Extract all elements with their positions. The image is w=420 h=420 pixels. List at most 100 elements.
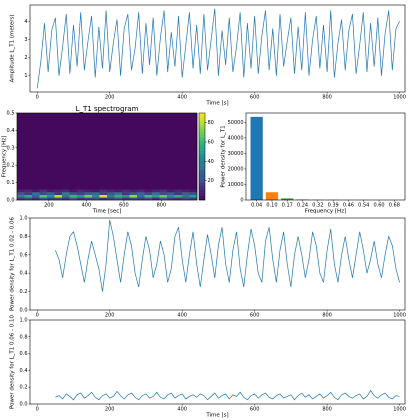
x-tick-label: 400 xyxy=(177,313,187,319)
y-tick-label: 50000 xyxy=(228,120,244,126)
x-tick-label: 600 xyxy=(250,95,260,101)
colorbar-step xyxy=(199,169,205,172)
x-tick-label: 0.04 xyxy=(251,203,262,209)
heat-cell xyxy=(32,192,40,195)
colorbar-step xyxy=(199,182,205,185)
colorbar-step xyxy=(199,146,205,148)
colorbar-step xyxy=(199,126,205,128)
colorbar-step xyxy=(199,131,205,134)
colorbar-step xyxy=(199,127,205,130)
bar xyxy=(281,198,294,200)
heat-cell xyxy=(92,189,100,193)
x-tick-label: 200 xyxy=(44,203,54,209)
heat-cell xyxy=(189,189,198,193)
heat-cell xyxy=(107,113,115,190)
heat-cell xyxy=(174,192,183,195)
heat-cell xyxy=(84,194,93,198)
heat-cell xyxy=(92,197,100,201)
y-tick-label: 30000 xyxy=(228,151,244,157)
x-axis-label: Time [sec] xyxy=(92,209,122,215)
heat-cell xyxy=(69,194,78,198)
x-tick-label: 600 xyxy=(250,407,260,413)
heat-cell xyxy=(114,197,123,201)
x-axis-label: Time [s] xyxy=(205,413,228,419)
heat-cell xyxy=(122,194,130,198)
x-tick-label: 400 xyxy=(177,407,187,413)
heat-cell xyxy=(137,194,145,198)
heat-cell xyxy=(99,113,108,190)
heat-cell xyxy=(47,194,55,198)
heat-cell xyxy=(122,113,130,190)
heat-cell xyxy=(152,192,160,195)
heat-cell xyxy=(144,197,153,201)
heat-cell xyxy=(17,197,25,201)
heat-cell xyxy=(39,113,48,190)
heat-cell xyxy=(54,189,63,193)
heat-cell xyxy=(24,189,33,193)
heat-cell xyxy=(114,194,123,198)
bar xyxy=(265,192,279,200)
heat-cell xyxy=(99,189,108,193)
heat-cell xyxy=(129,189,138,193)
y-tick-label: 2 xyxy=(24,55,27,61)
heat-cell xyxy=(92,192,100,195)
heat-cell xyxy=(84,192,93,195)
y-axis-label: Power density for L_T1 0.06 - 0.10 xyxy=(10,315,16,409)
heat-cell xyxy=(62,113,70,190)
colorbar-step xyxy=(199,124,205,127)
x-tick-label: 400 xyxy=(177,95,187,101)
heat-cell xyxy=(122,192,130,195)
y-tick-label: 0.8 xyxy=(20,234,28,240)
heat-cell xyxy=(189,113,198,190)
x-tick-label: 0 xyxy=(36,407,39,413)
heat-cell xyxy=(69,192,78,195)
heat-cell xyxy=(107,189,115,193)
colorbar-step xyxy=(199,197,205,199)
heat-cell xyxy=(182,197,190,201)
heat-cell xyxy=(17,113,25,190)
colorbar-tick-label: 20 xyxy=(208,178,214,184)
y-tick-label: 1.0 xyxy=(20,216,28,222)
colorbar-step xyxy=(199,128,205,131)
heat-cell xyxy=(32,197,40,201)
heat-cell xyxy=(62,194,70,198)
colorbar-step xyxy=(199,188,205,191)
colorbar-step xyxy=(199,178,205,180)
heat-cell xyxy=(47,197,55,201)
heat-cell xyxy=(144,113,153,190)
heat-cell xyxy=(17,192,25,195)
colorbar-step xyxy=(199,171,205,173)
colorbar-step xyxy=(199,176,205,179)
heat-cell xyxy=(24,197,33,201)
heat-cell xyxy=(17,194,25,198)
heat-cell xyxy=(144,194,153,198)
colorbar-step xyxy=(199,147,205,150)
colorbar-step xyxy=(199,159,205,162)
heat-cell xyxy=(174,194,183,198)
x-tick-label: 200 xyxy=(105,313,115,319)
heat-cell xyxy=(84,189,93,193)
heat-cell xyxy=(129,192,138,195)
x-tick-label: 0 xyxy=(36,95,39,101)
colorbar-step xyxy=(199,117,205,119)
x-tick-label: 0.54 xyxy=(358,203,369,209)
chart-title: L_T1 spectrogram xyxy=(76,105,139,113)
y-tick-label: 0.4 xyxy=(20,271,28,277)
heat-cell xyxy=(182,189,190,193)
colorbar-step xyxy=(199,179,205,182)
x-tick-label: 600 xyxy=(119,203,129,209)
heat-cell xyxy=(167,113,175,190)
heat-cell xyxy=(137,189,145,193)
x-tick-label: 0.10 xyxy=(266,203,277,209)
axes-frame xyxy=(29,319,406,405)
y-tick-label: 1 xyxy=(24,73,27,79)
heat-cell xyxy=(167,189,175,193)
colorbar-step xyxy=(199,134,205,137)
heat-cell xyxy=(77,192,85,195)
colorbar-step xyxy=(199,160,205,163)
heat-cell xyxy=(114,113,123,190)
colorbar-step xyxy=(199,185,205,188)
heat-cell xyxy=(174,113,183,190)
